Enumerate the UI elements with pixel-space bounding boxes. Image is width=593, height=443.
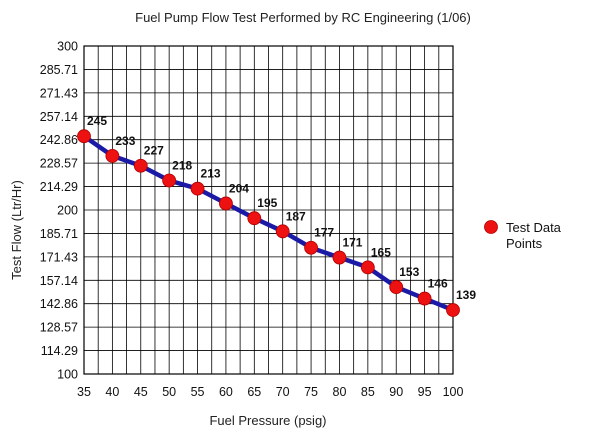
x-axis-label: Fuel Pressure (psig) [209, 413, 326, 428]
data-point [162, 173, 177, 188]
data-label: 195 [257, 196, 277, 210]
x-tick-label: 60 [219, 385, 233, 399]
data-label: 204 [229, 181, 249, 195]
x-tick-label: 85 [361, 385, 375, 399]
x-tick-label: 40 [105, 385, 119, 399]
y-tick-label: 300 [57, 40, 78, 54]
data-point [389, 280, 404, 294]
y-tick-label: 228.57 [40, 157, 78, 171]
legend-label-line: Test Data [506, 220, 562, 235]
data-label: 177 [314, 226, 334, 240]
y-tick-label: 142.86 [40, 297, 78, 311]
data-label: 245 [87, 114, 107, 128]
legend-label-line: Points [506, 236, 543, 251]
data-point [275, 224, 290, 239]
x-tick-label: 95 [418, 385, 432, 399]
x-tick-label: 65 [247, 385, 261, 399]
data-point [219, 196, 233, 211]
plot-frame [83, 45, 454, 375]
y-tick-label: 128.57 [40, 321, 78, 335]
chart-title: Fuel Pump Flow Test Performed by RC Engi… [135, 10, 471, 25]
x-tick-label: 45 [134, 385, 148, 399]
y-tick-label: 214.29 [40, 180, 78, 194]
x-tick-label: 35 [77, 385, 91, 399]
data-label: 171 [342, 236, 362, 250]
data-label: 233 [115, 134, 135, 148]
x-tick-label: 75 [304, 385, 318, 399]
y-tick-label: 157.14 [40, 274, 78, 288]
data-label: 218 [172, 158, 192, 172]
y-axis-label: Test Flow (Ltr/Hr) [9, 180, 24, 280]
x-tick-label: 90 [389, 385, 403, 399]
x-tick-label: 80 [333, 385, 347, 399]
grid [83, 45, 454, 375]
y-tick-label: 100 [57, 368, 78, 382]
y-tick-label: 271.43 [40, 86, 78, 100]
data-label: 153 [399, 265, 419, 279]
data-point [247, 211, 262, 226]
data-label: 227 [144, 144, 164, 158]
data-label: 165 [371, 245, 391, 259]
y-tick-label: 257.14 [40, 110, 78, 124]
series-test-data-points: 245 233 227 218 213 204 195 187 177 171 165 153 146 1… [77, 114, 476, 317]
data-point [304, 240, 318, 255]
legend-label: Test Data Points [506, 220, 562, 251]
x-axis-ticks: 35 40 45 50 55 60 65 70 75 80 85 90 95 100 [77, 385, 463, 399]
x-tick-label: 55 [191, 385, 205, 399]
y-tick-label: 242.86 [40, 133, 78, 147]
data-label: 187 [286, 209, 306, 223]
y-tick-label: 114.29 [41, 344, 78, 358]
data-point [77, 129, 91, 144]
y-tick-label: 285.71 [40, 63, 78, 77]
data-point [133, 158, 148, 173]
data-label: 213 [201, 167, 221, 181]
y-tick-label: 185.71 [40, 227, 78, 241]
data-point [190, 181, 205, 196]
x-tick-label: 100 [443, 385, 464, 399]
data-point [417, 291, 432, 306]
y-tick-label: 171.43 [40, 250, 78, 264]
data-label: 139 [456, 288, 476, 302]
data-label: 146 [428, 277, 448, 291]
legend-marker [484, 220, 498, 234]
y-tick-label: 200 [57, 204, 78, 218]
x-tick-label: 50 [162, 385, 176, 399]
y-axis-ticks: 100 114.29 128.57 142.86 157.14 171.43 185.71 2… [40, 40, 78, 382]
x-tick-label: 70 [276, 385, 290, 399]
data-point [360, 260, 375, 275]
data-point [446, 303, 460, 317]
data-point [332, 250, 347, 265]
legend: Test Data Points [484, 220, 562, 251]
data-point [105, 148, 120, 163]
